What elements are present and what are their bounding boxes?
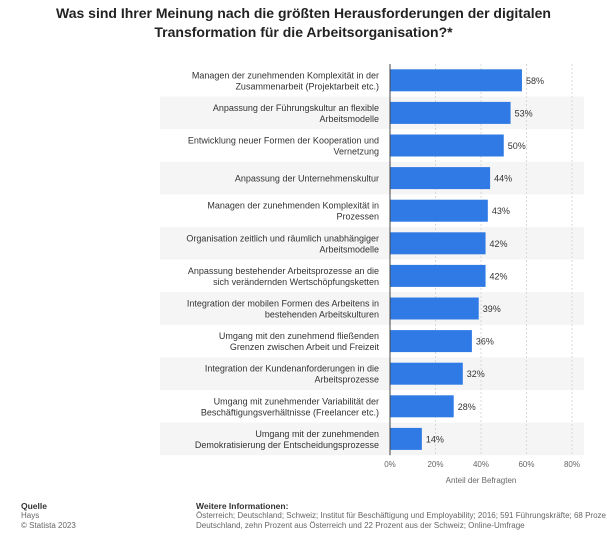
info-heading: Weitere Informationen: <box>196 501 289 511</box>
category-label-line: Umgang mit zunehmender Variabilität der <box>214 396 379 406</box>
category-label-line: Umgang mit den zunehmend fließenden <box>219 331 379 341</box>
source-heading: Quelle <box>21 501 47 511</box>
category-label-line: Managen der zunehmenden Komplexität in d… <box>192 70 379 80</box>
bar-value-label: 50% <box>508 141 526 151</box>
category-label: Organisation zeitlich und räumlich unabh… <box>186 233 379 254</box>
bar-value-label: 36% <box>476 337 494 347</box>
bar-value-label: 53% <box>515 108 533 118</box>
chart-title: Was sind Ihrer Meinung nach die größten … <box>0 4 607 42</box>
category-label: Managen der zunehmenden Komplexität in d… <box>192 70 379 91</box>
category-label-line: Arbeitsmodelle <box>319 244 379 254</box>
source-name: Hays <box>21 511 40 520</box>
row-band <box>160 422 584 456</box>
bar-value-label: 43% <box>492 206 510 216</box>
bar-value-label: 44% <box>494 174 512 184</box>
category-label: Entwicklung neuer Formen der Kooperation… <box>188 136 379 157</box>
bar-value-label: 28% <box>458 402 476 412</box>
x-tick-label: 20% <box>427 460 443 469</box>
category-label: Managen der zunehmenden Komplexität in Pr… <box>207 201 379 222</box>
category-label-line: Anpassung der Unternehmenskultur <box>235 174 379 184</box>
bar <box>390 395 454 418</box>
row-band <box>160 292 584 325</box>
bar <box>390 297 479 320</box>
bar-value-label: 42% <box>490 271 508 281</box>
bar <box>390 167 491 190</box>
x-tick-label: 0% <box>384 460 396 469</box>
bar <box>390 199 488 222</box>
info-line-2: Deutschland, zehn Prozent aus Österreich… <box>196 521 525 530</box>
category-label-line: Vernetzung <box>333 147 379 157</box>
category-label: Anpassung der Führungskultur an flexible… <box>213 103 379 124</box>
bar-value-label: 58% <box>526 76 544 86</box>
bar-value-label: 39% <box>483 304 501 314</box>
source-block: Quelle Hays © Statista 2023 <box>21 501 76 531</box>
row-band <box>160 161 584 195</box>
category-label-line: Arbeitsprozesse <box>314 375 379 385</box>
copyright: © Statista 2023 <box>21 521 76 530</box>
chart-title-line-1: Was sind Ihrer Meinung nach die größten … <box>56 5 551 21</box>
category-label: Umgang mit der zunehmenden Demokratisieru… <box>195 429 379 450</box>
row-band <box>160 96 584 130</box>
bar-value-label: 14% <box>426 434 444 444</box>
bar <box>390 362 463 385</box>
category-label-line: Integration der Kundenanforderungen in d… <box>205 364 379 374</box>
category-label-line: Grenzen zwischen Arbeit und Freizeit <box>230 342 380 352</box>
category-label-line: Beschäftigungsverhältnisse (Freelancer e… <box>201 407 379 417</box>
bar <box>390 330 472 353</box>
row-band <box>160 357 584 390</box>
x-axis-title: Anteil der Befragten <box>446 476 517 485</box>
category-label-line: Managen der zunehmenden Komplexität in <box>207 201 379 211</box>
x-tick-label: 40% <box>473 460 489 469</box>
category-label-line: Umgang mit der zunehmenden <box>255 429 379 439</box>
bar <box>390 232 486 255</box>
category-label-line: Demokratisierung der Entscheidungsprozes… <box>195 440 379 450</box>
info-block: Weitere Informationen: Österreich; Deuts… <box>196 501 606 531</box>
bar <box>390 134 504 157</box>
bar <box>390 264 486 287</box>
bar-value-label: 42% <box>490 239 508 249</box>
row-band <box>160 227 584 260</box>
category-label-line: Anpassung der Führungskultur an flexible <box>213 103 379 113</box>
category-label-line: Entwicklung neuer Formen der Kooperation… <box>188 136 379 146</box>
category-label-line: sich verändernden Wertschöpfungsketten <box>213 277 379 287</box>
category-label: Umgang mit zunehmender Variabilität der B… <box>201 396 379 417</box>
category-label-line: Organisation zeitlich und räumlich unabh… <box>186 233 379 243</box>
category-label-line: Prozessen <box>336 212 379 222</box>
category-label: Anpassung der Unternehmenskultur <box>235 174 379 184</box>
category-label-line: Integration der mobilen Formen des Arbei… <box>187 299 379 309</box>
category-label-line: bestehenden Arbeitskulturen <box>265 310 379 320</box>
x-tick-label: 60% <box>518 460 534 469</box>
bar <box>390 69 522 92</box>
category-label: Umgang mit den zunehmend fließenden Grenz… <box>219 331 380 352</box>
category-label-line: Anpassung bestehender Arbeitsprozesse an… <box>188 266 379 276</box>
bar <box>390 101 511 124</box>
category-label: Anpassung bestehender Arbeitsprozesse an… <box>188 266 379 287</box>
chart-title-line-2: Transformation für die Arbeitsorganisati… <box>154 24 453 40</box>
bar <box>390 427 422 450</box>
category-label: Integration der mobilen Formen des Arbei… <box>187 299 379 320</box>
x-tick-label: 80% <box>564 460 580 469</box>
bar-value-label: 32% <box>467 369 485 379</box>
category-label-line: Zusammenarbeit (Projektarbeit etc.) <box>235 81 379 91</box>
info-line-1: Österreich; Deutschland; Schweiz; Instit… <box>196 511 606 520</box>
category-label-line: Arbeitsmodelle <box>319 114 379 124</box>
category-label: Integration der Kundenanforderungen in d… <box>205 364 379 385</box>
